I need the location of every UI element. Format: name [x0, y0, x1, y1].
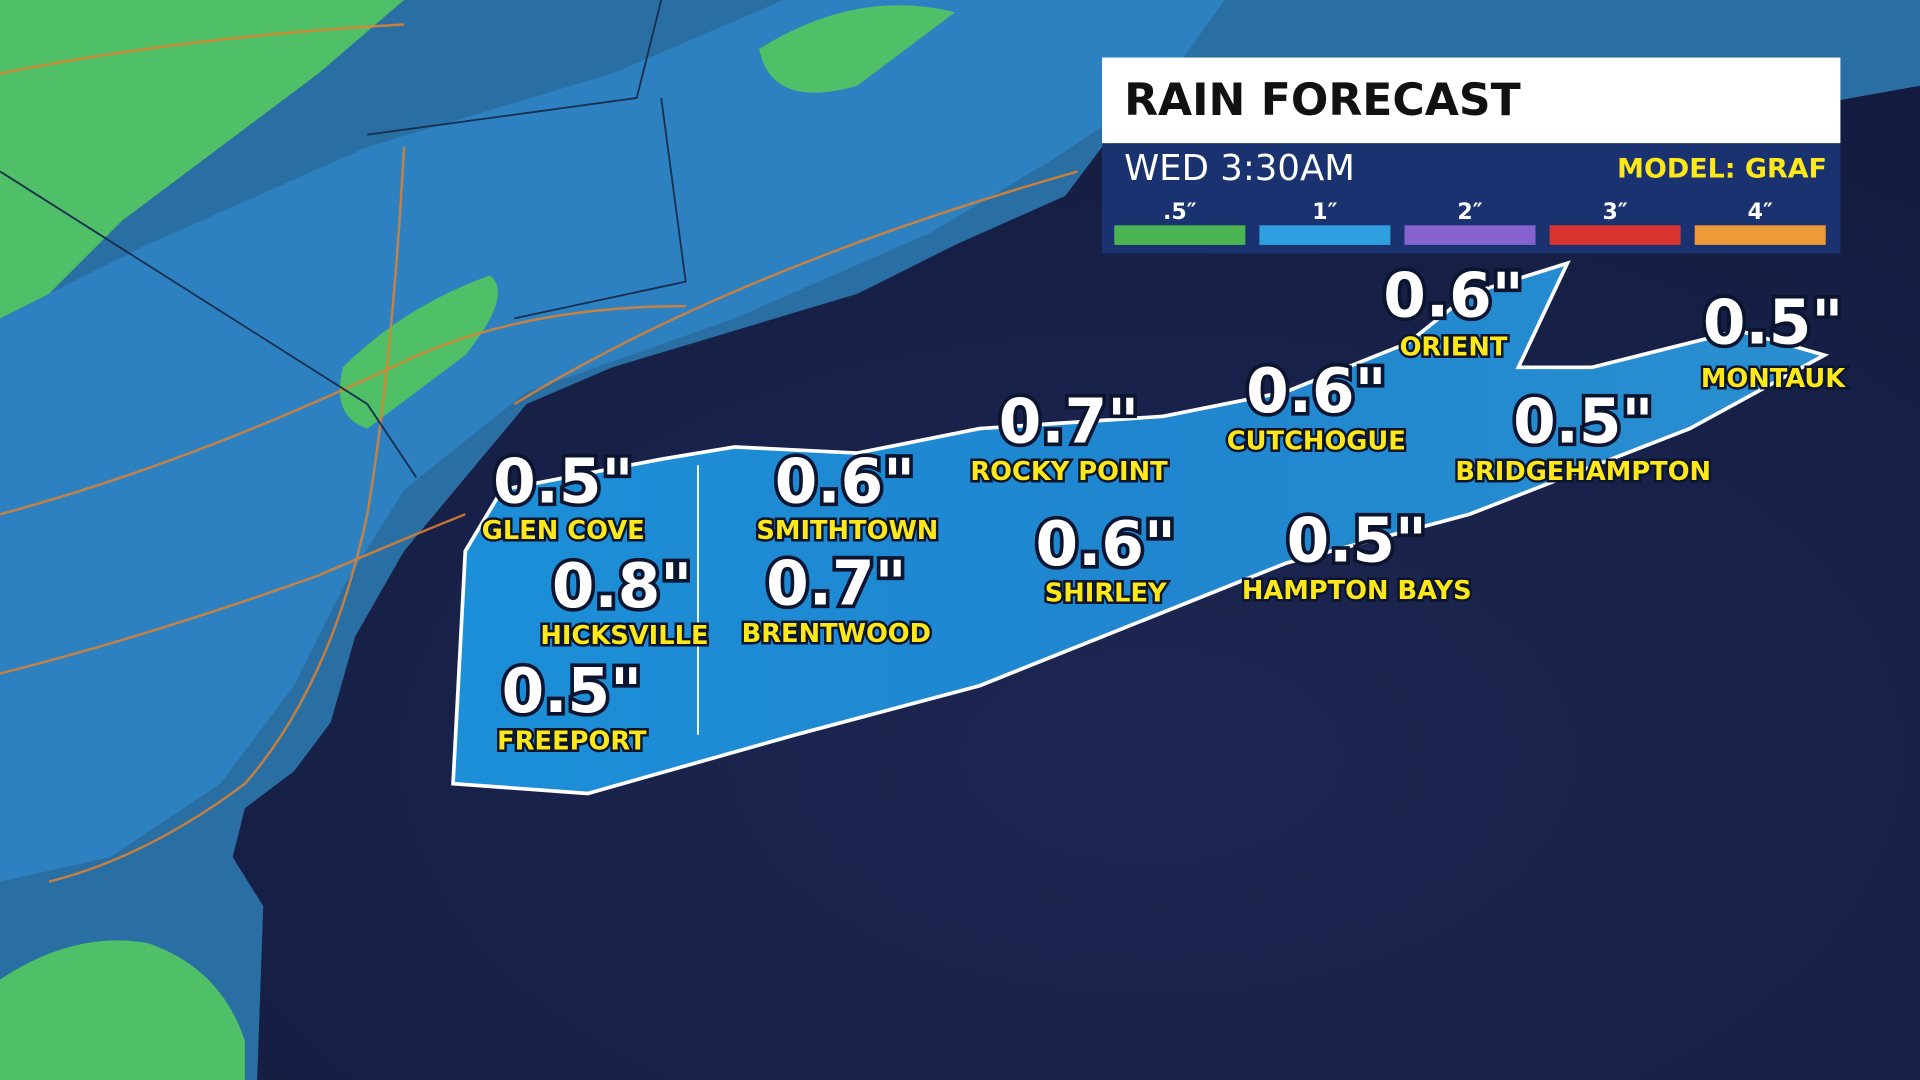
- border: [514, 97, 687, 320]
- town-name: BRENTWOOD: [742, 619, 931, 649]
- legend-label: 2″: [1457, 200, 1482, 225]
- road: [48, 146, 406, 883]
- town-name: CUTCHOGUE: [1227, 427, 1406, 457]
- town-name: HICKSVILLE: [540, 621, 708, 651]
- town-name: SMITHTOWN: [756, 516, 938, 546]
- legend-label: .5″: [1163, 200, 1197, 225]
- rain-amount: 0.7": [766, 548, 906, 619]
- road: [0, 304, 686, 516]
- borders: [0, 0, 687, 479]
- town-name: FREEPORT: [497, 727, 647, 757]
- legend-swatch: [1114, 225, 1246, 245]
- town-name: GLEN COVE: [482, 516, 645, 546]
- rain-amount: 0.6": [1246, 356, 1386, 427]
- legend-label: 3″: [1603, 200, 1628, 225]
- rain-amount: 0.5": [1703, 288, 1843, 359]
- rain-green: [0, 940, 245, 1080]
- road: [0, 23, 405, 75]
- rain-amount: 0.8": [552, 551, 692, 622]
- road: [0, 513, 466, 675]
- town-name: HAMPTON BAYS: [1242, 576, 1472, 606]
- town-name: ORIENT: [1400, 332, 1508, 362]
- border: [0, 170, 418, 479]
- rain-amount: 0.6": [775, 447, 915, 518]
- legend-swatch: [1549, 225, 1681, 245]
- location-labels: 0.5"GLEN COVE0.6"SMITHTOWN0.8"HICKSVILLE…: [479, 257, 1848, 759]
- town-name: MONTAUK: [1701, 364, 1846, 394]
- legend: .5″ 1″ 2″ 3″ 4″: [1114, 200, 1826, 245]
- legend-label: 4″: [1748, 200, 1773, 225]
- border: [367, 0, 663, 136]
- rain-amount: 0.6": [1383, 261, 1523, 332]
- rain-green: [0, 0, 405, 319]
- town-name: ROCKY POINT: [970, 457, 1168, 487]
- rain-amount: 0.7": [999, 387, 1139, 458]
- rain-amount: 0.5": [493, 447, 633, 518]
- rain-amount: 0.5": [1287, 505, 1427, 576]
- long-island: [451, 260, 1830, 796]
- time: WED 3:30AM: [1124, 148, 1355, 189]
- model: MODEL: GRAF: [1617, 154, 1827, 185]
- title: RAIN FORECAST: [1124, 75, 1521, 126]
- rain-green: [339, 275, 498, 429]
- town-name: SHIRLEY: [1045, 578, 1167, 608]
- town-name: BRIDGEHAMPTON: [1455, 457, 1711, 487]
- rain-amount: 0.5": [1513, 387, 1653, 458]
- legend-label: 1″: [1312, 200, 1337, 225]
- header-panel: RAIN FORECAST WED 3:30AM MODEL: GRAF .5″…: [1102, 57, 1841, 254]
- title-box: [1102, 57, 1841, 144]
- legend-swatch: [1404, 225, 1536, 245]
- rain-amount: 0.6": [1036, 509, 1176, 580]
- legend-swatch: [1259, 225, 1391, 245]
- rain-amount: 0.5": [502, 656, 642, 727]
- rain-green: [759, 5, 956, 93]
- legend-swatch: [1694, 225, 1826, 245]
- road: [513, 170, 1078, 406]
